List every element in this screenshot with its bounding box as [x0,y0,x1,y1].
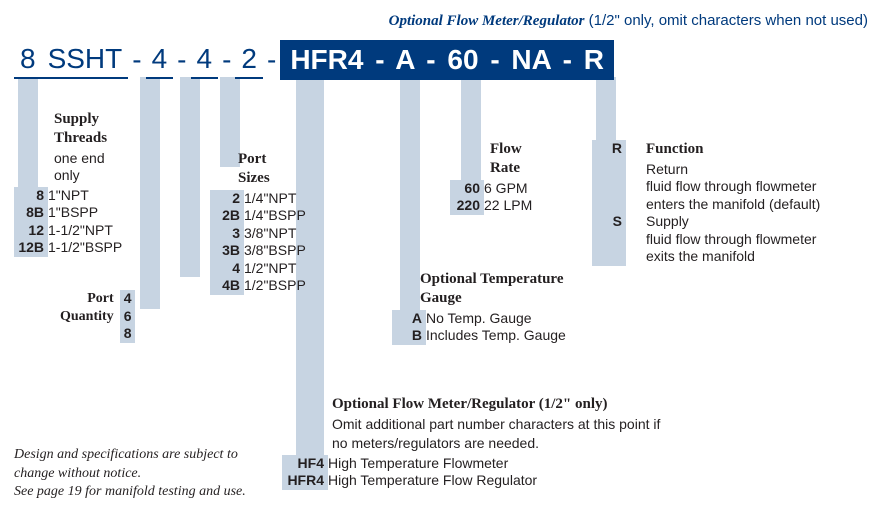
supply-title: SupplyThreads [54,110,214,148]
header-sub: (1/2" only, omit characters when not use… [589,12,868,29]
sep: - [218,44,235,76]
seg-4: 2 [235,41,263,79]
flowreg-sub1: Omit additional part number characters a… [332,416,722,434]
header-title: Optional Flow Meter/Regulator [389,13,585,29]
part-number: 8 SSHT - 4 - 4 - 2 - HFR4 - A - 60 - NA … [14,40,614,80]
seg-3: 4 [191,41,219,79]
legend-function: R Function Return fluid flow through flo… [592,140,872,266]
legend-tempgauge: Optional TemperatureGauge ANo Temp. Gaug… [392,270,652,345]
legend-portsizes: PortSizes 21/4"NPT 2B1/4"BSPP 33/8"NPT 3… [210,150,370,295]
flowrate-title: FlowRate [490,140,600,178]
box-group: HFR4 - A - 60 - NA - R [280,40,614,80]
footer-note: Design and specifications are subject to… [14,446,246,501]
legend-flowreg: Optional Flow Meter/Regulator (1/2" only… [282,395,722,490]
supply-table: 81"NPT 8B1"BSPP 121-1/2"NPT 12B1-1/2"BSP… [14,187,128,257]
portqty-v0: 4 [120,290,136,308]
seg-1: SSHT [42,41,129,79]
box-1: A [395,44,414,75]
sep: - [173,44,190,76]
legend-supply: SupplyThreads one endonly 81"NPT 8B1"BSP… [14,110,214,257]
seg-0: 8 [14,41,42,79]
box-2: 60 [447,44,478,75]
header-note: Optional Flow Meter/Regulator (1/2" only… [389,12,868,30]
footer-l2: change without notice. [14,465,246,483]
legend-portqty: PortQuantity 4 6 8 [60,290,180,343]
sep: - [128,44,145,76]
box-3: NA [511,44,550,75]
portqty-v2: 8 [120,325,136,343]
portqty-title: PortQuantity [60,290,120,343]
footer-l3: See page 19 for manifold testing and use… [14,483,246,501]
box-4: R [584,44,604,75]
flowreg-sub2: no meters/regulators are needed. [332,435,722,453]
footer-l1: Design and specifications are subject to [14,446,246,464]
legend-flowrate: FlowRate 606 GPM 22022 LPM [450,140,600,215]
tempgauge-title: Optional TemperatureGauge [420,270,652,308]
portsizes-title: PortSizes [238,150,370,188]
function-title: Function [646,140,820,159]
portqty-v1: 6 [120,308,136,326]
seg-2: 4 [146,41,174,79]
supply-sub: one endonly [54,150,214,185]
box-0: HFR4 [290,44,363,75]
flowreg-title: Optional Flow Meter/Regulator (1/2" only… [332,395,722,414]
sep: - [263,44,280,76]
